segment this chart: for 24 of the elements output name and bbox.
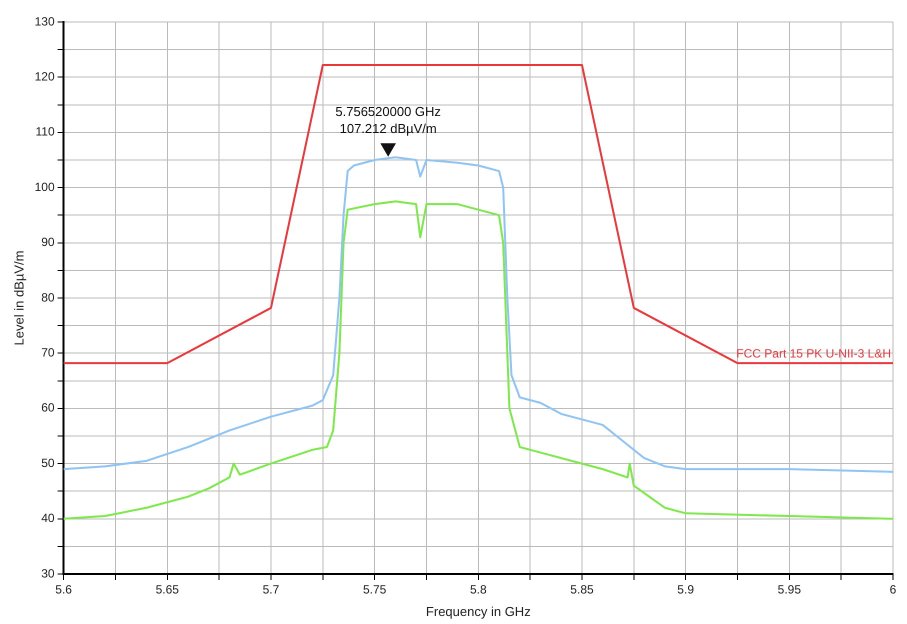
data-label: 5.756520000 GHz 107.212 dBµV/m [335, 104, 441, 136]
x-tick-label: 5.6 [55, 582, 72, 597]
y-tick-label: 30 [41, 566, 55, 580]
series-label: FCC Part 15 PK U-NII-3 L&H [736, 346, 891, 360]
y-tick-label: 120 [34, 70, 55, 84]
x-tick-label: 5.85 [570, 582, 594, 597]
y-axis-title: Level in dBµV/m [11, 250, 26, 346]
x-tick-label: 5.65 [156, 582, 180, 597]
y-tick-label: 50 [41, 456, 55, 470]
x-axis-title: Frequency in GHz [426, 604, 531, 619]
x-tick-label: 5.7 [262, 582, 280, 597]
y-tick-label: 80 [41, 290, 55, 304]
y-tick-label: 130 [34, 14, 55, 28]
y-tick-label: 90 [41, 235, 55, 250]
y-tick-label: 100 [34, 180, 55, 194]
y-tick-label: 70 [41, 346, 55, 360]
x-tick-label: 5.95 [778, 582, 802, 597]
y-tick-label: 40 [41, 511, 55, 526]
y-tick-label: 110 [35, 124, 55, 139]
x-tick-label: 6 [890, 582, 897, 597]
x-tick-label: 5.75 [362, 582, 387, 597]
x-tick-label: 5.9 [677, 582, 694, 597]
x-tick-label: 5.8 [470, 582, 487, 597]
y-tick-label: 60 [41, 400, 55, 415]
